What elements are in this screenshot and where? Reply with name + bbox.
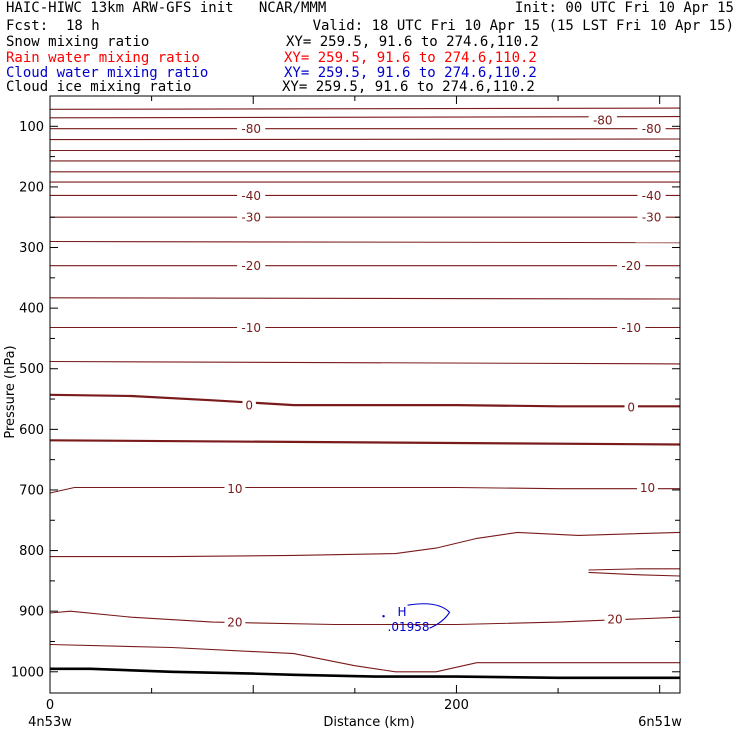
contour-label-bg xyxy=(237,210,266,224)
isotherm-18 xyxy=(50,531,681,558)
y-tick-label: 300 xyxy=(19,241,44,256)
contour-label: 0 xyxy=(245,399,253,413)
legend-cloudice-label: Cloud ice mixing ratio xyxy=(6,79,192,95)
contour-label: 10 xyxy=(227,482,242,496)
isotherm-15 xyxy=(49,393,680,408)
y-tick-label: 800 xyxy=(19,544,44,559)
contour-label: -30 xyxy=(642,211,662,225)
contour-label: -20 xyxy=(621,259,641,273)
contour-label-bg xyxy=(237,258,266,272)
contour-label: -20 xyxy=(241,259,261,273)
contour-label-bg xyxy=(637,188,666,202)
contour-label-bg xyxy=(588,113,617,127)
contour-label-bg xyxy=(637,210,666,224)
contour-label: -80 xyxy=(241,122,261,136)
contour-label-bg xyxy=(617,258,646,272)
y-axis-label: Pressure (hPa) xyxy=(3,345,18,438)
x-start-location: 4n53w xyxy=(28,715,72,730)
contour-label-bg xyxy=(604,612,626,626)
cloud-water-dot xyxy=(382,615,385,618)
legend-cloudwater-label: Cloud water mixing ratio xyxy=(6,65,209,81)
forecast-label: Fcst: xyxy=(6,18,49,34)
y-tick-label: 600 xyxy=(19,423,44,438)
terrain-surface xyxy=(50,667,680,680)
legend-rain-label: Rain water mixing ratio xyxy=(6,50,200,66)
x-tick-label: 200 xyxy=(444,698,469,713)
x-axis-label: Distance (km) xyxy=(323,715,414,730)
isotherm-14 xyxy=(49,360,681,365)
plot-frame xyxy=(49,95,681,694)
cloud-water-contour-line xyxy=(407,603,451,629)
contour-label: -80 xyxy=(642,122,662,136)
y-tick-label: 400 xyxy=(19,302,44,317)
plot-axes xyxy=(49,95,681,694)
forecast-value: 18 h xyxy=(66,18,100,34)
contour-label: -80 xyxy=(593,114,613,128)
isotherm-0 xyxy=(49,107,681,110)
contour-label: -40 xyxy=(241,189,261,203)
valid-time: Valid: 18 UTC Fri 10 Apr 15 (15 LST Fri … xyxy=(312,18,734,34)
isotherm-12 xyxy=(49,297,681,300)
x-end-location: 6n51w xyxy=(638,715,682,730)
contour-label-bg xyxy=(224,481,246,495)
y-tick-label: 100 xyxy=(19,120,44,135)
contour-label-bg xyxy=(224,615,246,629)
cloud-water-max-marker: H xyxy=(398,605,407,619)
legend-snow-xy: XY= 259.5, 91.6 to 274.6,110.2 xyxy=(286,34,539,50)
isotherm-19 xyxy=(588,568,680,571)
isotherm-17 xyxy=(49,486,680,494)
isotherm-contours xyxy=(49,107,681,673)
contour-label: 20 xyxy=(227,616,242,630)
isotherm-20 xyxy=(588,571,681,577)
contour-label-bg xyxy=(237,188,266,202)
legend-cloudice-xy: XY= 259.5, 91.6 to 274.6,110.2 xyxy=(282,79,535,95)
cloud-water-max-value: .01958 xyxy=(388,620,430,634)
contour-label-bg xyxy=(237,320,266,334)
isotherm-1 xyxy=(49,116,681,119)
contour-label: 0 xyxy=(627,400,635,414)
contour-label: -10 xyxy=(241,321,261,335)
y-tick-label: 1000 xyxy=(11,665,44,680)
contour-label-bg xyxy=(237,121,266,135)
y-tick-label: 200 xyxy=(19,180,44,195)
legend-rain-xy: XY= 259.5, 91.6 to 274.6,110.2 xyxy=(284,50,537,66)
contour-label-bg xyxy=(637,480,658,494)
y-tick-label: 700 xyxy=(19,483,44,498)
contour-label: 10 xyxy=(640,481,655,495)
isotherm-22 xyxy=(49,643,680,673)
contour-label-bg xyxy=(624,399,638,413)
y-tick-label: 900 xyxy=(19,605,44,620)
contour-label: -40 xyxy=(642,189,662,203)
isotherm-21 xyxy=(49,610,681,626)
init-time: Init: 00 UTC Fri 10 Apr 15 xyxy=(514,0,734,16)
plot-title: HAIC-HIWC 13km ARW-GFS init NCAR/MMM xyxy=(6,0,327,16)
contour-label-bg xyxy=(617,320,646,334)
isotherm-10 xyxy=(49,240,681,244)
contour-label: -30 xyxy=(241,211,261,225)
legend-cloudwater-xy: XY= 259.5, 91.6 to 274.6,110.2 xyxy=(284,65,537,81)
x-tick-label: 0 xyxy=(46,698,54,713)
cloud-water-contour: H.01958 xyxy=(382,603,451,634)
contour-label: -10 xyxy=(621,321,641,335)
contour-label: 20 xyxy=(607,613,622,627)
terrain-line xyxy=(50,667,680,680)
contour-labels: -80 -80 -80 -40 -40 -30 -30 -20 -20 -10 -10 0 0 10 10 2… xyxy=(224,113,666,630)
contour-label-bg xyxy=(637,121,666,135)
contour-label-bg xyxy=(242,398,256,412)
isotherm-16 xyxy=(49,439,681,446)
legend-snow-label: Snow mixing ratio xyxy=(6,34,150,50)
isotherm-3 xyxy=(49,138,681,141)
y-tick-label: 500 xyxy=(19,362,44,377)
